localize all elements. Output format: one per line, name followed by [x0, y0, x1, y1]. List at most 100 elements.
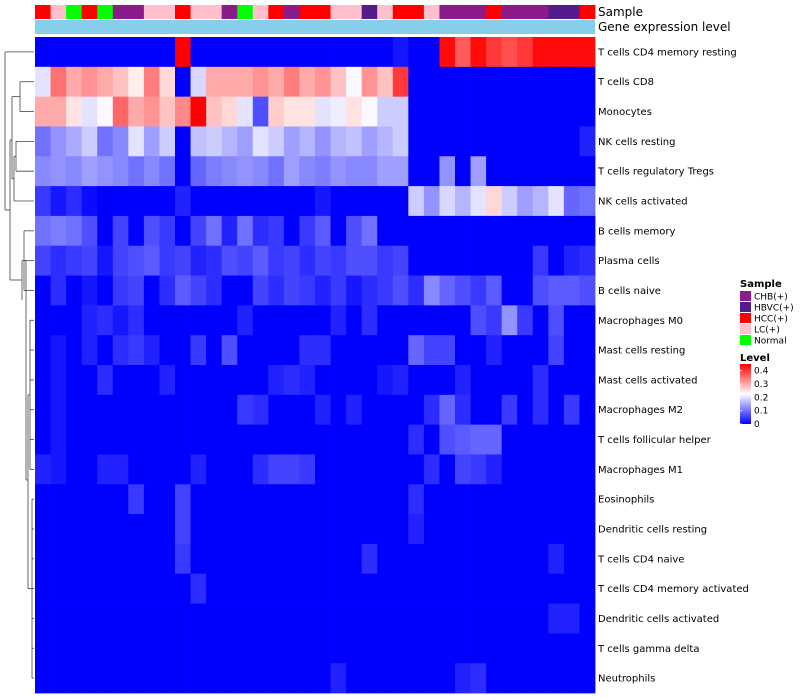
heatmap-cell — [97, 96, 114, 127]
heatmap-cell — [423, 603, 440, 634]
heatmap-cell — [268, 126, 285, 157]
heatmap-cell — [423, 37, 440, 68]
heatmap-cell — [283, 514, 300, 545]
heatmap-cell — [470, 365, 487, 396]
heatmap-cell — [455, 156, 471, 187]
heatmap-cell — [221, 663, 238, 694]
heatmap-cell — [50, 394, 67, 426]
heatmap-cell — [97, 37, 114, 68]
heatmap-cell — [206, 365, 223, 396]
heatmap-cell — [66, 335, 83, 366]
heatmap-cell — [408, 215, 425, 247]
heatmap-cell — [563, 424, 580, 455]
heatmap-cell — [81, 573, 98, 604]
heatmap-cell — [486, 543, 503, 575]
heatmap-cell — [268, 96, 285, 127]
heatmap-cell — [35, 633, 51, 664]
heatmap-cell — [66, 305, 83, 336]
heatmap-cell — [470, 543, 487, 575]
heatmap-cell — [486, 454, 503, 485]
heatmap-cell — [501, 275, 518, 306]
heatmap-cell — [66, 573, 83, 604]
heatmap-cell — [423, 215, 440, 247]
heatmap-cell — [439, 514, 456, 545]
heatmap-cell — [392, 215, 409, 247]
heatmap-cell — [563, 603, 580, 634]
heatmap-cell — [548, 66, 565, 98]
heatmap-cell — [66, 186, 83, 217]
heatmap-cell — [501, 37, 518, 68]
heatmap-cell — [143, 126, 160, 157]
heatmap-cell — [532, 156, 549, 187]
level-tick-label: 0.1 — [754, 407, 768, 417]
heatmap-cell — [237, 37, 254, 68]
row-label: Macrophages M0 — [598, 316, 683, 327]
heatmap-cell — [283, 305, 300, 336]
heatmap-cell — [517, 186, 534, 217]
heatmap-cell — [486, 603, 503, 634]
heatmap-cell — [128, 394, 145, 426]
heatmap-cell — [50, 305, 67, 336]
heatmap-cell — [221, 245, 238, 276]
heatmap-cell — [423, 126, 440, 157]
heatmap-cell — [50, 365, 67, 396]
heatmap-cell — [206, 275, 223, 306]
heatmap-cell — [206, 663, 223, 694]
heatmap-cell — [330, 156, 347, 187]
heatmap-cell — [346, 37, 363, 68]
heatmap-cell — [128, 96, 145, 127]
heatmap-cell — [501, 96, 518, 127]
heatmap-cell — [346, 66, 363, 98]
heatmap-cell — [315, 603, 331, 634]
heatmap-cell — [470, 156, 487, 187]
heatmap-cell — [330, 186, 347, 217]
heatmap-cell — [330, 37, 347, 68]
heatmap-cell — [66, 394, 83, 426]
row-label: Monocytes — [598, 107, 652, 118]
heatmap-cell — [128, 66, 145, 98]
heatmap-cell — [221, 96, 238, 127]
heatmap-cell — [237, 573, 254, 604]
heatmap-cell — [579, 156, 596, 187]
heatmap-cell — [252, 245, 269, 276]
heatmap-cell — [392, 126, 409, 157]
heatmap-cell — [206, 66, 223, 98]
heatmap-cell — [517, 275, 534, 306]
heatmap-cell — [563, 275, 580, 306]
heatmap-cell — [66, 37, 83, 68]
heatmap-cell — [486, 484, 503, 515]
sample-annotation-cell — [221, 5, 238, 19]
heatmap-cell — [361, 126, 378, 157]
heatmap-cell — [237, 365, 254, 396]
heatmap-cell — [377, 633, 394, 664]
heatmap-cell — [408, 543, 425, 575]
heatmap-cell — [221, 365, 238, 396]
heatmap-cell — [392, 66, 409, 98]
row-dendrogram — [4, 51, 34, 679]
heatmap-cell — [377, 66, 394, 98]
sample-annotation-cell — [548, 5, 565, 19]
heatmap-cell — [470, 96, 487, 127]
heatmap-cell — [501, 305, 518, 336]
row-label: Dendritic cells activated — [598, 614, 719, 625]
heatmap-cell — [315, 365, 331, 396]
heatmap-cell — [35, 66, 51, 98]
heatmap-cell — [346, 96, 363, 127]
heatmap-cell — [423, 633, 440, 664]
sample-annotation-cell — [455, 5, 471, 19]
heatmap-cell — [128, 305, 145, 336]
heatmap-cell — [35, 573, 51, 604]
heatmap-cell — [66, 663, 83, 694]
heatmap-cell — [361, 156, 378, 187]
heatmap-cell — [175, 245, 191, 276]
heatmap-cell — [423, 275, 440, 306]
heatmap-cell — [408, 186, 425, 217]
heatmap-cell — [330, 633, 347, 664]
heatmap-cell — [143, 543, 160, 575]
heatmap-cell — [423, 543, 440, 575]
heatmap-cell — [66, 514, 83, 545]
heatmap-cell — [283, 633, 300, 664]
heatmap-cell — [221, 335, 238, 366]
heatmap-cell — [501, 514, 518, 545]
heatmap-cell — [237, 514, 254, 545]
